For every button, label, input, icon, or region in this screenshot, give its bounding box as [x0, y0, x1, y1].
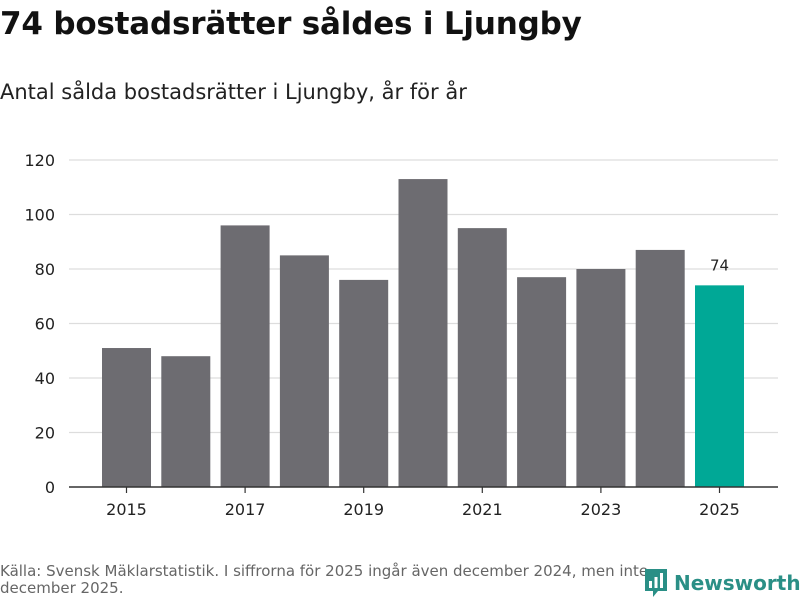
source-note: Källa: Svensk Mäklarstatistik. I siffror…: [0, 562, 649, 597]
bar-2024: [635, 249, 685, 487]
newsworthy-logo-icon: [645, 569, 667, 597]
brand-name: Newsworthy: [674, 571, 800, 595]
x-tick-label: 2025: [699, 500, 740, 519]
bar-2017: [220, 225, 270, 487]
x-tick-label: 2023: [581, 500, 622, 519]
chart-subtitle: Antal sålda bostadsrätter i Ljungby, år …: [0, 80, 467, 104]
data-label: 74: [710, 256, 729, 274]
bar-2016: [161, 356, 211, 487]
y-tick-label: 40: [35, 369, 55, 388]
bar-2019: [339, 279, 389, 487]
y-tick-label: 20: [35, 424, 55, 443]
x-tick-label: 2021: [462, 500, 503, 519]
bar-2018: [279, 255, 329, 487]
bar-2015: [102, 348, 151, 487]
bar-chart: 0 20 40 60 80 100 120 2015 2017 2019 2021 2023 2025 7…: [24, 151, 778, 519]
y-tick-label: 0: [45, 478, 55, 497]
y-tick-label: 80: [35, 260, 55, 279]
y-tick-label: 100: [24, 206, 55, 225]
x-tick-label: 2015: [106, 500, 147, 519]
y-tick-label: 120: [24, 151, 55, 170]
brand-logo[interactable]: Newsworthy: [644, 568, 800, 598]
bar-2022: [517, 277, 567, 487]
y-tick-label: 60: [35, 315, 55, 334]
bar-2025: [695, 285, 744, 487]
chart-title: 74 bostadsrätter såldes i Ljungby: [0, 6, 582, 42]
bar-2021: [457, 228, 507, 487]
bar-2023: [576, 269, 626, 487]
bar-2020: [398, 179, 448, 487]
x-tick-label: 2019: [343, 500, 384, 519]
x-tick-label: 2017: [225, 500, 266, 519]
